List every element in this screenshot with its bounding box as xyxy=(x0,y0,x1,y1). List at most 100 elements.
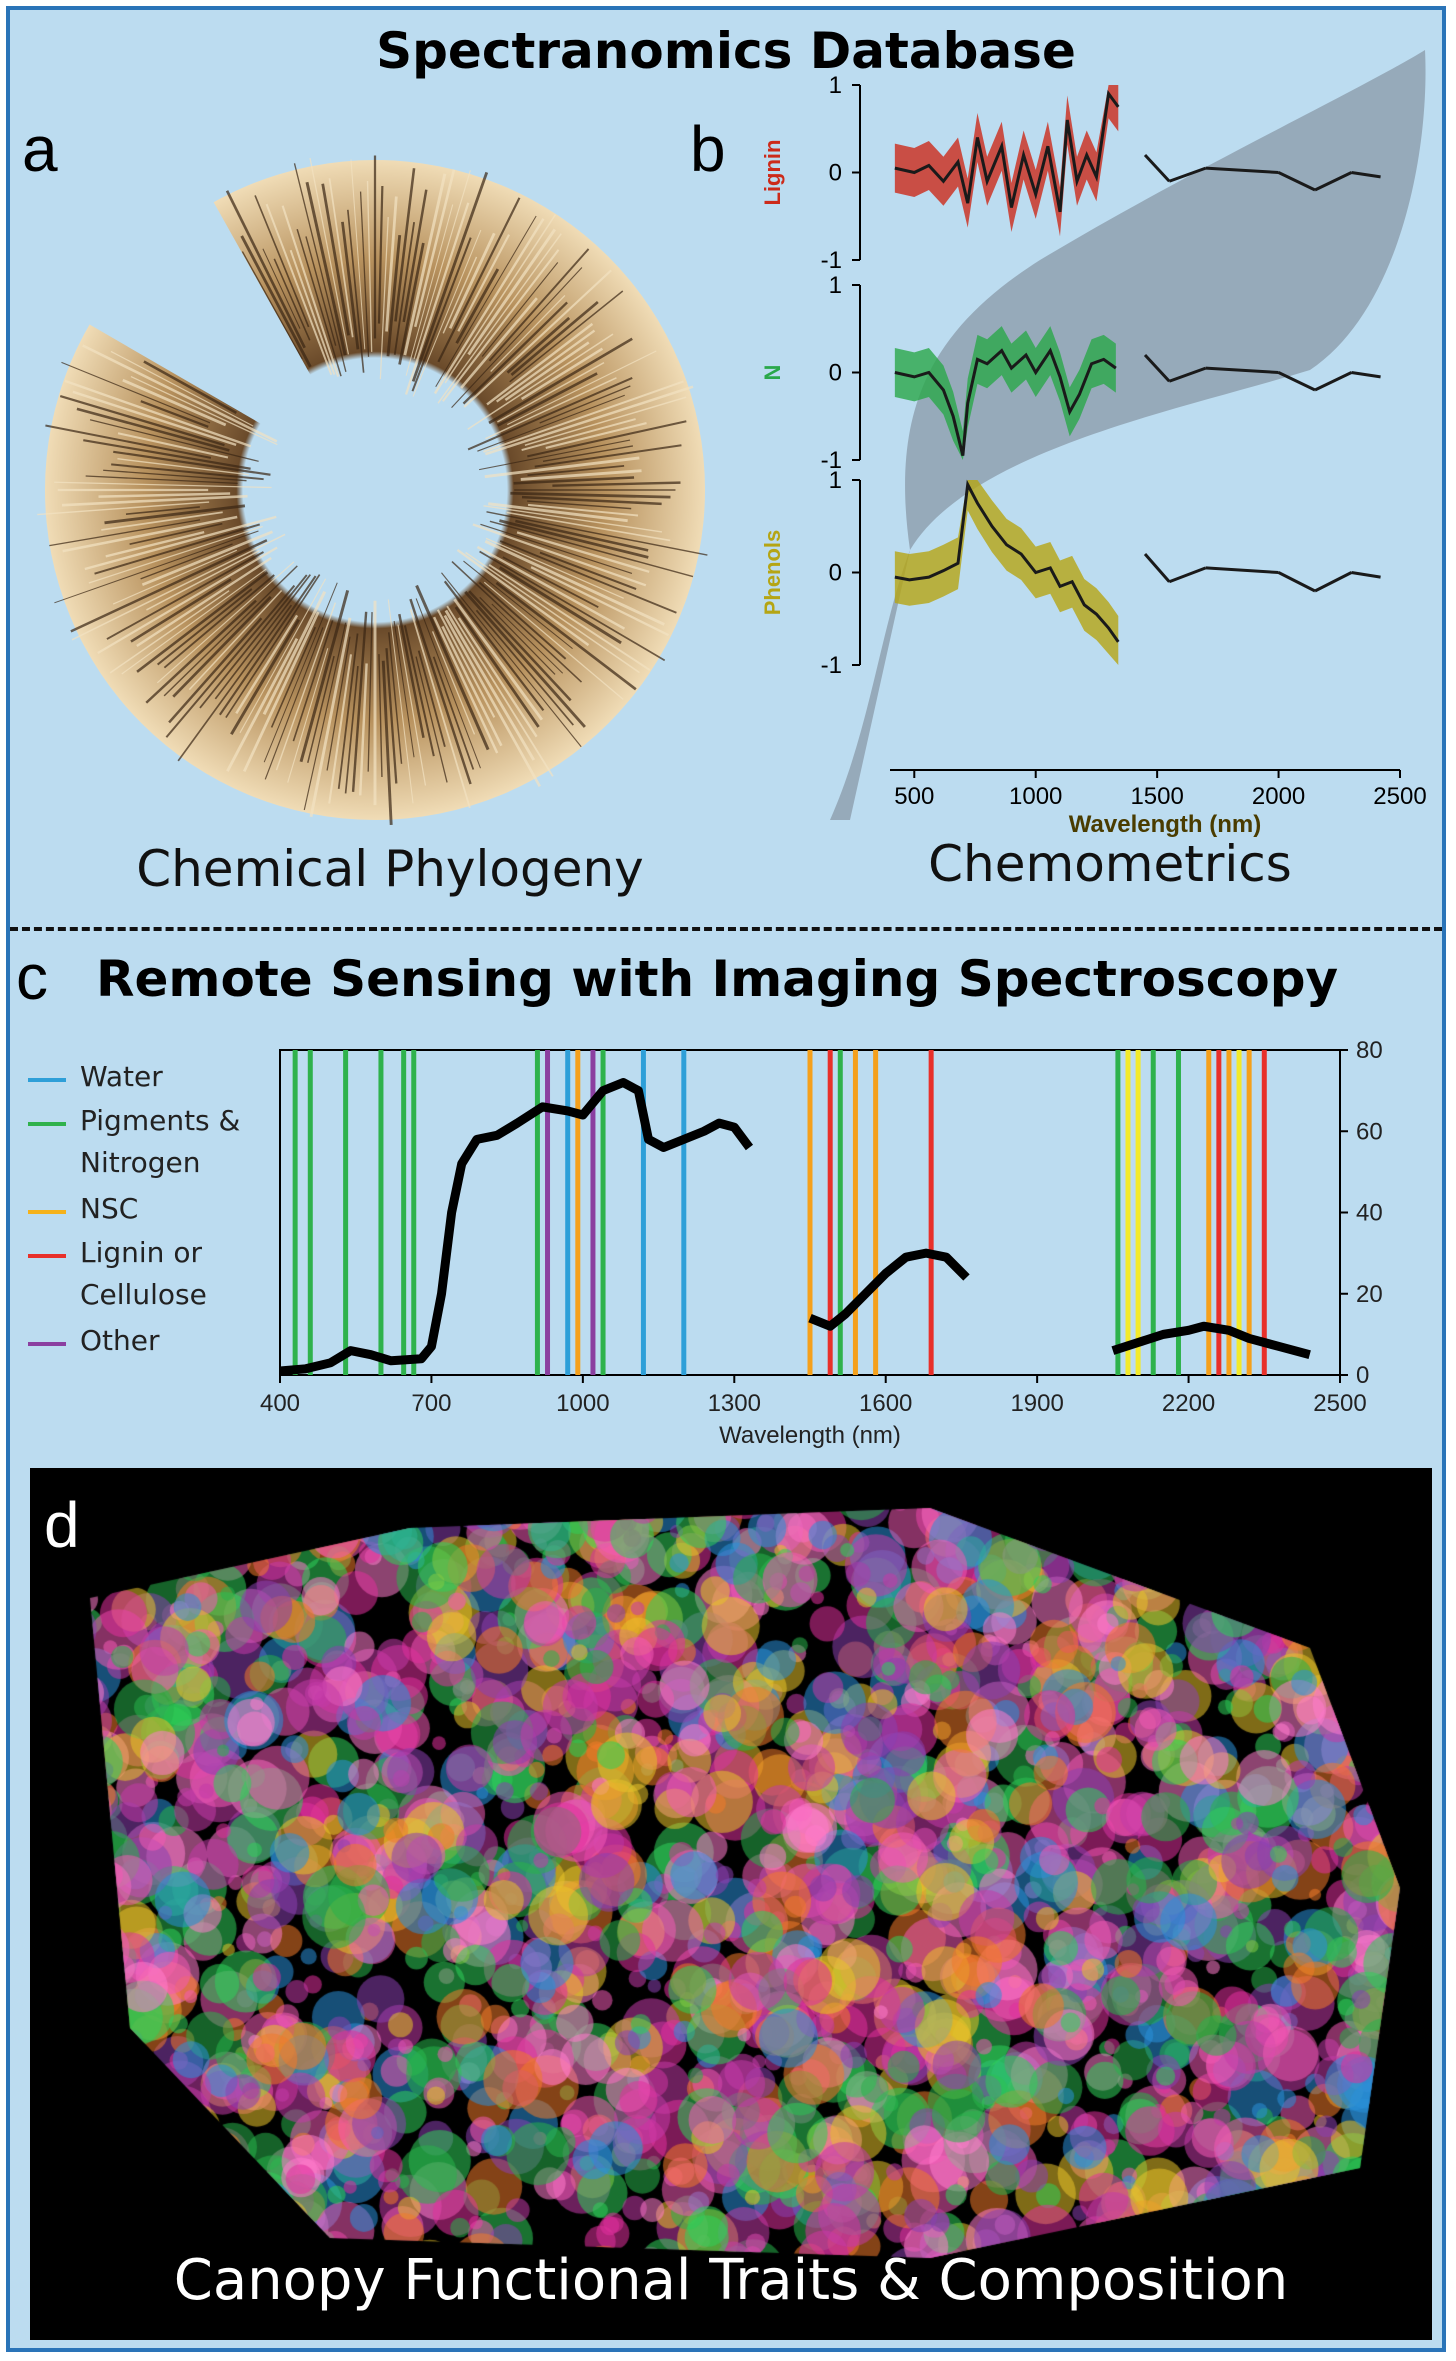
tree-branch xyxy=(402,189,428,323)
tree-branch xyxy=(443,614,541,788)
tree-branch xyxy=(140,543,233,580)
y-tick-label: 1 xyxy=(829,467,842,494)
tree-branch xyxy=(89,419,259,462)
tree-branch xyxy=(455,268,500,344)
tree-branch xyxy=(552,481,681,487)
tree-branch xyxy=(513,476,635,485)
tree-branch xyxy=(451,561,583,683)
tree-branch xyxy=(305,181,347,356)
tree-branch xyxy=(156,561,295,684)
tree-branch xyxy=(37,501,210,516)
tree-branch xyxy=(264,627,324,780)
tree-branch xyxy=(121,568,267,675)
tree-branch xyxy=(265,203,333,376)
panel-b-letter: b xyxy=(690,113,726,185)
tree-branch xyxy=(495,329,596,403)
tree-branch xyxy=(393,620,415,758)
x-tick-label: 1500 xyxy=(1130,783,1183,810)
tree-branch xyxy=(483,505,663,533)
tree-branch xyxy=(103,469,247,482)
tree-branch xyxy=(510,300,599,376)
series-line-tail xyxy=(1143,553,1171,583)
series-line-tail xyxy=(1205,566,1279,574)
figure-frame: Spectranomics Database a Chemical Phylog… xyxy=(6,6,1446,2352)
tree-branch xyxy=(85,475,238,485)
tree-branch xyxy=(432,656,475,770)
tree-branch xyxy=(157,588,253,666)
tree-branch xyxy=(431,631,476,735)
leaf-shape xyxy=(830,50,1426,820)
tree-branch xyxy=(88,525,263,584)
tree-branch xyxy=(527,420,687,458)
tree-branch xyxy=(378,654,383,778)
tree-branch xyxy=(394,168,416,322)
tree-branch xyxy=(451,267,583,409)
series-line-tail xyxy=(1314,571,1353,593)
tree-branch xyxy=(140,400,209,428)
series-line-tail xyxy=(1351,571,1381,579)
series-line-tail xyxy=(1277,371,1316,392)
legend-label-line2: Nitrogen xyxy=(80,1146,201,1179)
tree-branch xyxy=(143,360,238,415)
tree-branch xyxy=(468,590,572,702)
tree-branch xyxy=(488,502,628,523)
tree-branch xyxy=(130,578,232,643)
tree-branch xyxy=(328,654,353,804)
x-axis-label: Wavelength (nm) xyxy=(719,1422,901,1449)
tree-branch xyxy=(309,617,352,818)
tree-branch xyxy=(485,537,624,599)
tree-branch xyxy=(305,236,337,346)
tree-branch xyxy=(49,519,201,547)
tree-branch xyxy=(462,301,568,405)
section-divider xyxy=(10,927,1442,931)
tree-branch xyxy=(456,548,590,647)
tree-branch xyxy=(488,248,590,362)
series-line-tail xyxy=(1314,371,1353,392)
y-tick-label: 0 xyxy=(1356,1362,1369,1389)
panel-c-letter: c xyxy=(16,941,48,1013)
tree-branch xyxy=(76,407,230,452)
tree-branch xyxy=(146,549,260,611)
series-line-tail xyxy=(1143,153,1171,183)
tree-branch xyxy=(464,590,586,728)
y-tick-label: 1 xyxy=(829,72,842,99)
tree-branch xyxy=(104,504,246,525)
series-line-tail xyxy=(1314,171,1353,192)
x-tick-label: 1000 xyxy=(556,1390,609,1417)
tree-branch xyxy=(443,580,545,712)
tree-branch xyxy=(299,590,350,763)
tree-branch xyxy=(129,522,223,546)
tree-branch xyxy=(275,602,337,771)
series-line-tail xyxy=(1168,366,1207,383)
series-band xyxy=(894,326,1116,460)
tree-branch xyxy=(454,606,540,728)
tree-branch xyxy=(262,248,301,329)
band-legend: Water Pigments & Nitrogen NSC Lignin or Cellu… xyxy=(20,1060,280,1360)
x-tick-label: 500 xyxy=(894,783,934,810)
tree-branch xyxy=(141,530,273,586)
tree-branch xyxy=(403,173,447,356)
legend-swatch xyxy=(28,1210,66,1214)
tree-branch xyxy=(219,575,317,716)
tree-branch xyxy=(444,609,536,761)
tree-branch xyxy=(479,439,631,471)
y-tick-label: 0 xyxy=(829,360,842,387)
canopy-map: d Canopy Functional Traits & Composition xyxy=(30,1468,1432,2340)
x-tick-label: 1600 xyxy=(859,1390,912,1417)
tree-branch xyxy=(125,506,200,515)
tree-branch xyxy=(61,494,248,507)
tree-branch xyxy=(328,178,354,338)
tree-branch xyxy=(359,191,370,357)
figure-title: Spectranomics Database xyxy=(376,22,1076,80)
x-tick-label: 1900 xyxy=(1010,1390,1063,1417)
legend-label: Pigments & xyxy=(80,1104,241,1137)
x-tick-label: 2000 xyxy=(1252,783,1305,810)
series-line-tail xyxy=(1351,371,1381,379)
tree-branch xyxy=(344,666,359,794)
tree-branch xyxy=(136,557,272,648)
tree-branch xyxy=(417,650,446,747)
tree-branch xyxy=(516,531,650,573)
tree-branch xyxy=(520,347,604,400)
tree-branch xyxy=(484,539,665,626)
tree-branch xyxy=(524,396,687,446)
